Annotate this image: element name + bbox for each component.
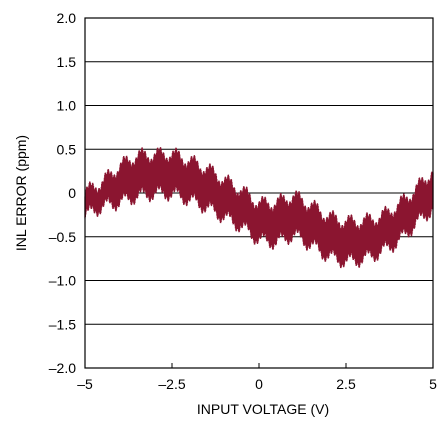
x-tick-label: –2.5 bbox=[158, 376, 185, 392]
y-tick-label: –0.5 bbox=[49, 229, 76, 245]
y-tick-label: 1.5 bbox=[57, 54, 77, 70]
y-tick-label: 0 bbox=[68, 185, 76, 201]
x-axis: –5 –2.5 0 2.5 5 bbox=[77, 363, 437, 392]
x-tick-label: 0 bbox=[255, 376, 263, 392]
y-tick-label: 1.0 bbox=[57, 98, 77, 114]
inl-error-band bbox=[84, 147, 434, 269]
y-tick-label: 0.5 bbox=[57, 141, 77, 157]
y-tick-label: –1.5 bbox=[49, 316, 76, 332]
x-tick-label: –5 bbox=[77, 376, 93, 392]
y-axis-title: INL ERROR (ppm) bbox=[13, 135, 29, 251]
x-tick-label: 5 bbox=[429, 376, 437, 392]
y-axis: 2.0 1.5 1.0 0.5 0 –0.5 –1.0 –1.5 –2.0 bbox=[49, 10, 76, 376]
x-tick-label: 2.5 bbox=[336, 376, 356, 392]
y-tick-label: –2.0 bbox=[49, 360, 76, 376]
y-tick-label: –1.0 bbox=[49, 273, 76, 289]
plot-series bbox=[84, 147, 434, 269]
x-axis-title: INPUT VOLTAGE (V) bbox=[197, 401, 329, 417]
y-tick-label: 2.0 bbox=[57, 10, 77, 26]
